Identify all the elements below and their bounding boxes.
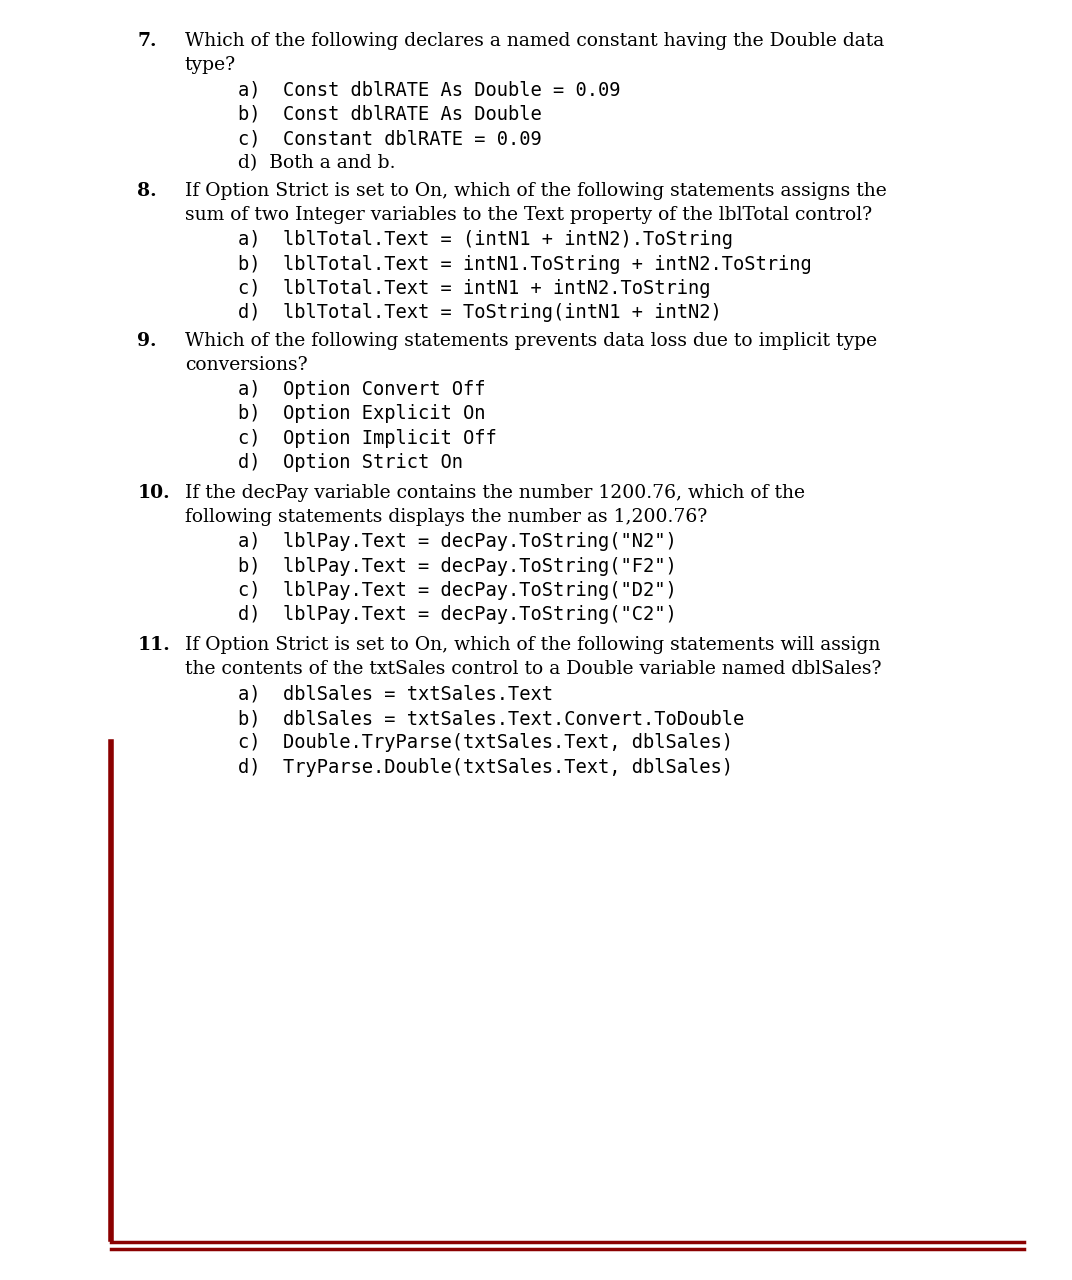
- Text: 8.: 8.: [137, 182, 157, 200]
- Text: b)  lblPay.Text = decPay.ToString("F2"): b) lblPay.Text = decPay.ToString("F2"): [238, 557, 676, 576]
- Text: a)  lblTotal.Text = (intN1 + intN2).ToString: a) lblTotal.Text = (intN1 + intN2).ToStr…: [238, 230, 732, 250]
- Text: 10.: 10.: [137, 484, 169, 502]
- Text: c)  lblTotal.Text = intN1 + intN2.ToString: c) lblTotal.Text = intN1 + intN2.ToStrin…: [238, 279, 710, 298]
- Text: d)  TryParse.Double(txtSales.Text, dblSales): d) TryParse.Double(txtSales.Text, dblSal…: [238, 758, 732, 777]
- Text: d)  lblTotal.Text = ToString(intN1 + intN2): d) lblTotal.Text = ToString(intN1 + intN…: [238, 303, 721, 323]
- Text: d)  lblPay.Text = decPay.ToString("C2"): d) lblPay.Text = decPay.ToString("C2"): [238, 605, 676, 625]
- Text: c)  Constant dblRATE = 0.09: c) Constant dblRATE = 0.09: [238, 129, 541, 148]
- Text: 11.: 11.: [137, 636, 170, 654]
- Text: b)  Option Explicit On: b) Option Explicit On: [238, 404, 485, 424]
- Text: the contents of the txtSales control to a Double variable named dblSales?: the contents of the txtSales control to …: [184, 660, 881, 678]
- Text: a)  Const dblRATE As Double = 0.09: a) Const dblRATE As Double = 0.09: [238, 81, 620, 100]
- Text: 7.: 7.: [137, 32, 157, 50]
- Text: following statements displays the number as 1,200.76?: following statements displays the number…: [184, 508, 708, 526]
- Text: b)  lblTotal.Text = intN1.ToString + intN2.ToString: b) lblTotal.Text = intN1.ToString + intN…: [238, 255, 812, 274]
- Text: If Option Strict is set to On, which of the following statements assigns the: If Option Strict is set to On, which of …: [184, 182, 887, 200]
- Text: c)  Option Implicit Off: c) Option Implicit Off: [238, 429, 496, 448]
- Text: If Option Strict is set to On, which of the following statements will assign: If Option Strict is set to On, which of …: [184, 636, 880, 654]
- Text: Which of the following statements prevents data loss due to implicit type: Which of the following statements preven…: [184, 332, 877, 349]
- Text: a)  Option Convert Off: a) Option Convert Off: [238, 380, 485, 399]
- Text: If the decPay variable contains the number 1200.76, which of the: If the decPay variable contains the numb…: [184, 484, 805, 502]
- Text: type?: type?: [184, 56, 236, 74]
- Text: d)  Option Strict On: d) Option Strict On: [238, 453, 462, 472]
- Text: a)  lblPay.Text = decPay.ToString("N2"): a) lblPay.Text = decPay.ToString("N2"): [238, 532, 676, 552]
- Text: conversions?: conversions?: [184, 356, 308, 374]
- Text: c)  lblPay.Text = decPay.ToString("D2"): c) lblPay.Text = decPay.ToString("D2"): [238, 581, 676, 600]
- Text: d)  Both a and b.: d) Both a and b.: [238, 154, 394, 172]
- Text: Which of the following declares a named constant having the Double data: Which of the following declares a named …: [184, 32, 884, 50]
- Text: a)  dblSales = txtSales.Text: a) dblSales = txtSales.Text: [238, 685, 552, 704]
- Text: 9.: 9.: [137, 332, 157, 349]
- Text: b)  dblSales = txtSales.Text.Convert.ToDouble: b) dblSales = txtSales.Text.Convert.ToDo…: [238, 709, 744, 728]
- Text: b)  Const dblRATE As Double: b) Const dblRATE As Double: [238, 105, 541, 124]
- Text: c)  Double.TryParse(txtSales.Text, dblSales): c) Double.TryParse(txtSales.Text, dblSal…: [238, 733, 732, 753]
- Text: sum of two Integer variables to the Text property of the lblTotal control?: sum of two Integer variables to the Text…: [184, 206, 872, 224]
